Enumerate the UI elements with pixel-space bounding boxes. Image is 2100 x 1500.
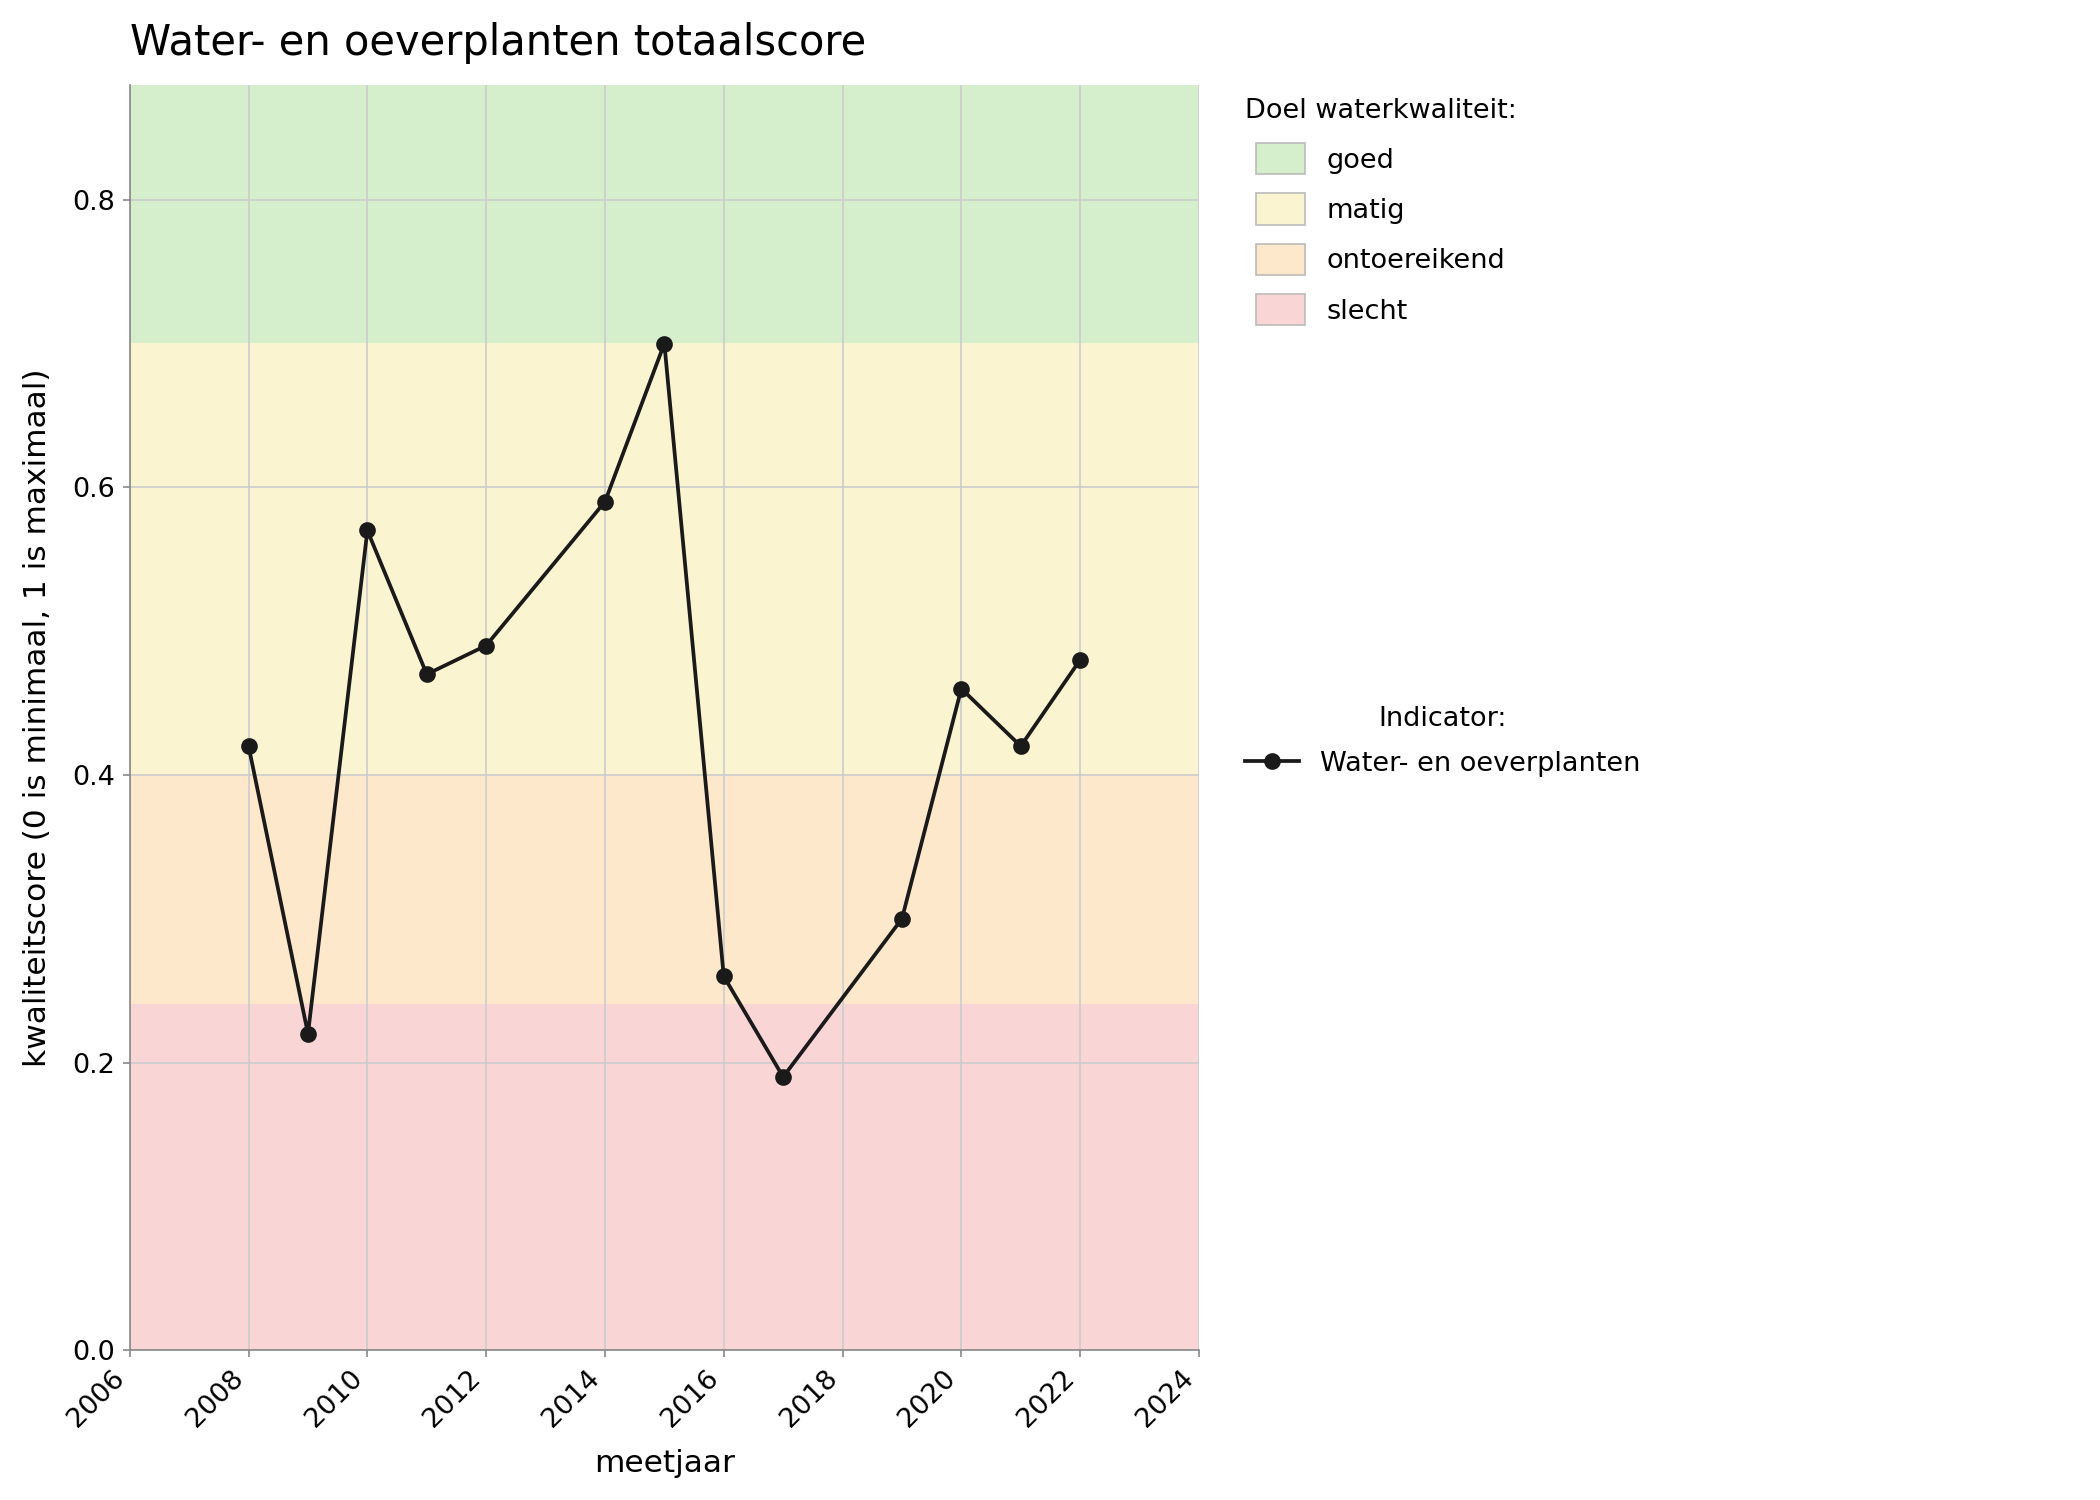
Bar [130, 84, 1199, 344]
Bar [130, 1005, 1199, 1350]
Legend: Water- en oeverplanten: Water- en oeverplanten [1245, 705, 1640, 777]
Y-axis label: kwaliteitscore (0 is minimaal, 1 is maximaal): kwaliteitscore (0 is minimaal, 1 is maxi… [23, 368, 52, 1066]
X-axis label: meetjaar: meetjaar [594, 1449, 735, 1478]
Text: Water- en oeverplanten totaalscore: Water- en oeverplanten totaalscore [130, 22, 865, 64]
Bar [130, 344, 1199, 776]
Bar [130, 776, 1199, 1005]
